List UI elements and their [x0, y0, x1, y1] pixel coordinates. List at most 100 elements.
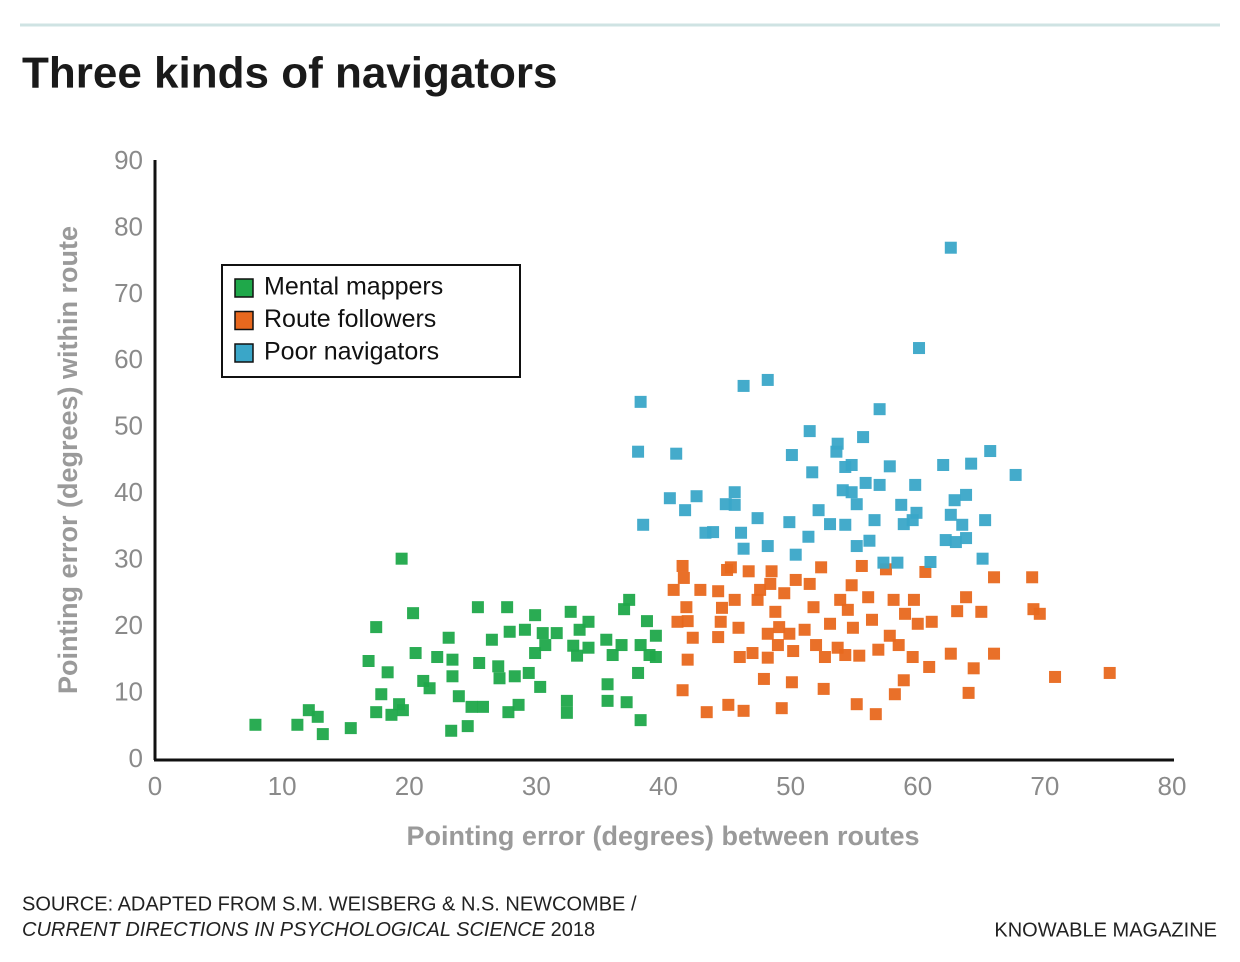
- point: [732, 621, 745, 634]
- point: [485, 633, 498, 646]
- point: [771, 639, 784, 652]
- point: [381, 666, 394, 679]
- point: [742, 565, 755, 578]
- point: [518, 623, 531, 636]
- y-tick-label: 20: [114, 610, 143, 640]
- y-tick-label: 50: [114, 411, 143, 441]
- point: [634, 639, 647, 652]
- point: [802, 530, 815, 543]
- point: [785, 676, 798, 689]
- point: [824, 518, 837, 531]
- y-tick-label: 60: [114, 344, 143, 374]
- point: [845, 458, 858, 471]
- point: [899, 607, 912, 620]
- point: [988, 571, 1001, 584]
- point: [536, 627, 549, 640]
- point: [807, 601, 820, 614]
- y-tick-label: 90: [114, 145, 143, 175]
- point: [909, 478, 922, 491]
- point: [670, 447, 683, 460]
- point: [789, 548, 802, 561]
- point: [431, 651, 444, 664]
- point: [868, 514, 881, 527]
- point: [606, 649, 619, 662]
- point: [960, 591, 973, 604]
- point: [839, 518, 852, 531]
- point: [857, 431, 870, 444]
- point: [632, 445, 645, 458]
- point: [907, 593, 920, 606]
- point: [751, 593, 764, 606]
- point: [737, 379, 750, 392]
- point: [649, 651, 662, 664]
- point: [676, 559, 689, 572]
- y-tick-label: 40: [114, 477, 143, 507]
- point: [728, 486, 741, 499]
- point: [724, 561, 737, 574]
- point: [649, 629, 662, 642]
- point: [761, 373, 774, 386]
- point: [806, 466, 819, 479]
- point: [949, 536, 962, 549]
- point: [539, 639, 552, 652]
- x-axis-label: Pointing error (degrees) between routes: [406, 821, 919, 851]
- legend-label: Poor navigators: [264, 338, 439, 366]
- point: [492, 660, 505, 673]
- point: [291, 718, 304, 731]
- source-journal: CURRENT DIRECTIONS IN PSYCHOLOGICAL SCIE…: [22, 919, 546, 941]
- point: [623, 593, 636, 606]
- point: [473, 656, 486, 669]
- point: [714, 615, 727, 628]
- point: [887, 593, 900, 606]
- point: [375, 688, 388, 701]
- point: [839, 649, 852, 662]
- x-tick-label: 20: [395, 771, 424, 801]
- y-tick-label: 10: [114, 676, 143, 706]
- point: [761, 627, 774, 640]
- point: [773, 621, 786, 634]
- legend-swatch: [234, 310, 254, 331]
- point: [501, 601, 514, 614]
- point: [529, 609, 542, 622]
- point: [846, 621, 859, 634]
- point: [906, 651, 919, 664]
- point: [1103, 666, 1116, 679]
- point: [855, 559, 868, 572]
- point: [775, 702, 788, 715]
- point: [671, 615, 684, 628]
- point: [746, 647, 759, 660]
- y-tick-label: 70: [114, 278, 143, 308]
- point: [362, 654, 375, 667]
- point: [681, 615, 694, 628]
- point: [789, 573, 802, 586]
- point: [529, 647, 542, 660]
- point: [582, 615, 595, 628]
- chart-title: Three kinds of navigators: [22, 49, 557, 98]
- point: [979, 514, 992, 527]
- point: [564, 605, 577, 618]
- credit: KNOWABLE MAGAZINE: [994, 919, 1217, 941]
- point: [667, 583, 680, 596]
- point: [512, 698, 525, 711]
- source-journal-line: CURRENT DIRECTIONS IN PSYCHOLOGICAL SCIE…: [22, 919, 595, 941]
- point: [676, 684, 689, 697]
- point: [1033, 607, 1046, 620]
- point: [663, 492, 676, 505]
- point: [859, 476, 872, 489]
- point: [778, 587, 791, 600]
- point: [679, 504, 692, 517]
- point: [452, 690, 465, 703]
- point: [967, 662, 980, 675]
- point: [686, 631, 699, 644]
- point: [560, 694, 573, 707]
- point: [815, 561, 828, 574]
- point: [862, 591, 875, 604]
- point: [681, 653, 694, 666]
- point: [850, 698, 863, 711]
- point: [690, 490, 703, 503]
- point: [824, 617, 837, 630]
- x-tick-label: 40: [649, 771, 678, 801]
- x-tick-label: 80: [1158, 771, 1187, 801]
- point: [960, 532, 973, 545]
